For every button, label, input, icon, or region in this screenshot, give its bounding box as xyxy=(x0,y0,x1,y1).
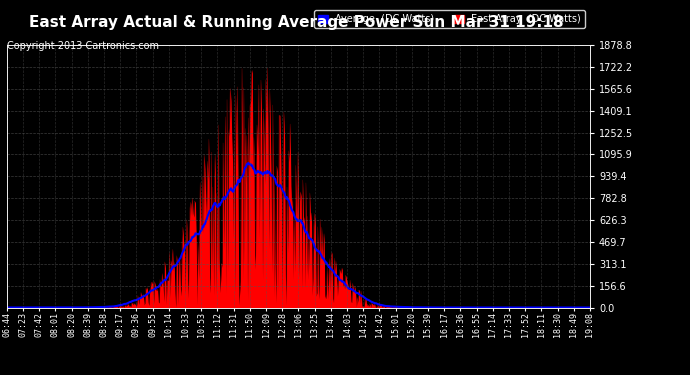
Text: East Array Actual & Running Average Power Sun Mar 31 19:18: East Array Actual & Running Average Powe… xyxy=(30,15,564,30)
Text: Copyright 2013 Cartronics.com: Copyright 2013 Cartronics.com xyxy=(7,41,159,51)
Legend: Average  (DC Watts), East Array  (DC Watts): Average (DC Watts), East Array (DC Watts… xyxy=(314,10,585,28)
